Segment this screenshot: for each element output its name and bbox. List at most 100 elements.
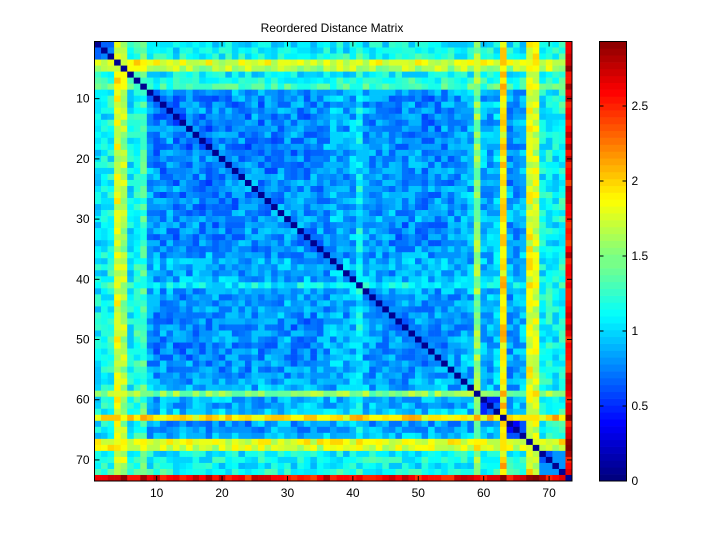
heatmap-cell [552, 264, 560, 271]
heatmap-cell [421, 77, 429, 84]
heatmap-cell [565, 125, 573, 133]
heatmap-cell [565, 378, 573, 385]
heatmap-cell [460, 282, 468, 289]
heatmap-cell [480, 402, 488, 410]
heatmap-cell [526, 125, 534, 133]
heatmap-cell [519, 173, 527, 181]
heatmap-cell [565, 258, 573, 265]
heatmap-cell [545, 77, 553, 84]
heatmap-cell [153, 143, 161, 151]
heatmap-cell [323, 228, 331, 235]
heatmap-cell [428, 185, 435, 193]
heatmap-cell [415, 143, 422, 151]
heatmap-cell [539, 240, 547, 247]
heatmap-cell [434, 324, 442, 331]
heatmap-cell [434, 420, 442, 428]
heatmap-cell [493, 420, 501, 428]
heatmap-cell [428, 444, 435, 452]
heatmap-cell [506, 119, 514, 127]
heatmap-cell [166, 312, 174, 319]
heatmap-cell [532, 210, 540, 217]
heatmap-cell [297, 366, 305, 373]
heatmap-cell [493, 65, 501, 72]
heatmap-cell [362, 137, 370, 145]
heatmap-cell [244, 119, 252, 127]
heatmap-cell [329, 167, 337, 175]
heatmap-cell [467, 384, 475, 391]
heatmap-cell [231, 143, 239, 151]
heatmap-cell [297, 173, 305, 181]
heatmap-cell [356, 432, 363, 440]
heatmap-cell [127, 234, 135, 241]
heatmap-cell [513, 264, 520, 271]
heatmap-cell [506, 324, 514, 331]
heatmap-cell [159, 216, 167, 223]
heatmap-cell [408, 312, 416, 319]
heatmap-cell [493, 228, 501, 235]
heatmap-cell [532, 167, 540, 175]
heatmap-cell [441, 270, 449, 277]
heatmap-cell [513, 107, 520, 115]
heatmap-cell [120, 204, 128, 211]
heatmap-cell [467, 173, 475, 181]
heatmap-cell [284, 179, 292, 187]
heatmap-cell [146, 288, 154, 295]
heatmap-cell [310, 119, 318, 127]
heatmap-cell [271, 318, 278, 325]
heatmap-cell [303, 396, 311, 404]
heatmap-cell [94, 294, 102, 301]
heatmap-cell [199, 83, 206, 90]
heatmap-cell [264, 324, 272, 331]
heatmap-cell [382, 426, 390, 434]
heatmap-cell [493, 300, 501, 307]
heatmap-cell [473, 366, 481, 373]
heatmap-cell [251, 161, 259, 169]
heatmap-cell [120, 318, 128, 325]
heatmap-cell [238, 77, 246, 84]
heatmap-cell [369, 324, 377, 331]
heatmap-cell [519, 288, 527, 295]
heatmap-cell [460, 270, 468, 277]
heatmap-cell [94, 161, 102, 169]
heatmap-cell [526, 306, 534, 313]
heatmap-cell [186, 288, 193, 295]
heatmap-cell [460, 143, 468, 151]
heatmap-cell [231, 179, 239, 187]
heatmap-cell [323, 396, 331, 404]
heatmap-cell [153, 384, 161, 391]
heatmap-cell [565, 426, 573, 434]
heatmap-cell [264, 234, 272, 241]
heatmap-cell [336, 318, 344, 325]
heatmap-cell [454, 288, 462, 295]
heatmap-cell [467, 59, 475, 66]
heatmap-cell [539, 216, 547, 223]
heatmap-cell [323, 426, 331, 434]
heatmap-cell [356, 324, 363, 331]
heatmap-cell [303, 306, 311, 313]
heatmap-cell [447, 155, 455, 163]
heatmap-cell [264, 198, 272, 205]
heatmap-cell [290, 234, 298, 241]
heatmap-cell [362, 264, 370, 271]
heatmap-cell [303, 204, 311, 211]
heatmap-cell [205, 149, 213, 157]
heatmap-cell [329, 125, 337, 133]
heatmap-cell [114, 294, 121, 301]
heatmap-cell [258, 47, 265, 54]
heatmap-cell [133, 59, 141, 66]
heatmap-cell [506, 65, 514, 72]
heatmap-cell [146, 65, 154, 72]
heatmap-cell [186, 402, 193, 410]
heatmap-cell [401, 324, 409, 331]
heatmap-cell [408, 372, 416, 379]
heatmap-cell [310, 390, 318, 398]
heatmap-cell [395, 47, 403, 54]
heatmap-cell [375, 204, 383, 211]
heatmap-cell [473, 179, 481, 187]
heatmap-cell [506, 161, 514, 169]
heatmap-cell [336, 137, 344, 145]
heatmap-cell [552, 282, 560, 289]
heatmap-cell [545, 252, 553, 259]
heatmap-cell [480, 222, 488, 229]
heatmap-cell [94, 167, 102, 175]
